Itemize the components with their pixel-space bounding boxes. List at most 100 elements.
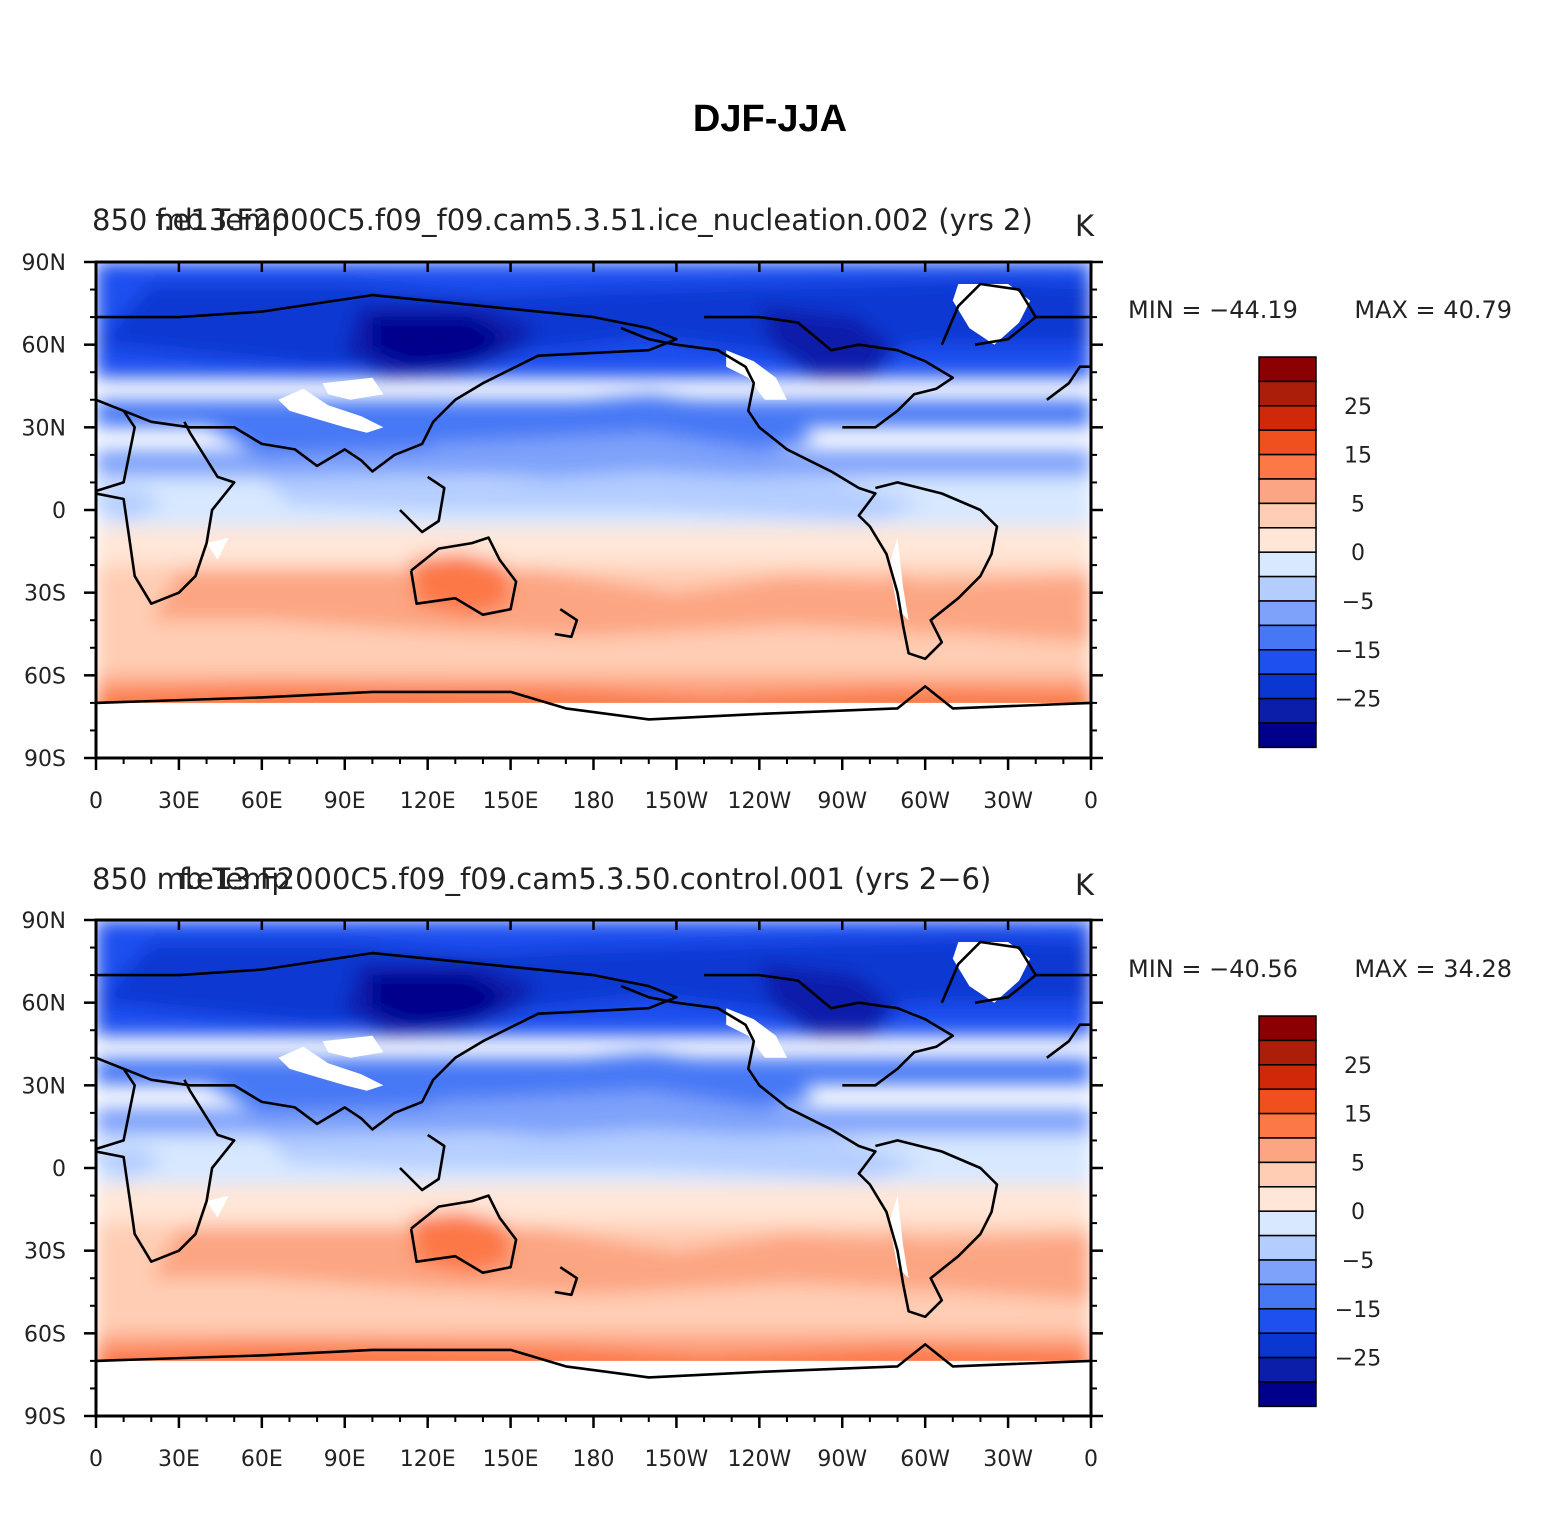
x-tick-label: 0	[89, 1447, 103, 1472]
coastline	[399, 475, 446, 534]
coastline	[554, 1266, 579, 1297]
colorbar-label: 5	[1351, 1151, 1365, 1176]
colorbar-box	[1258, 1381, 1317, 1408]
missing-data-region	[889, 537, 909, 621]
coastline	[1046, 365, 1091, 401]
y-tick-label: 60N	[22, 992, 66, 1017]
y-tick-label: 60S	[24, 1322, 66, 1347]
missing-data-region	[278, 388, 384, 433]
colorbar-label: 5	[1351, 492, 1365, 517]
colorbar-box	[1258, 722, 1317, 749]
missing-data-region	[889, 1195, 909, 1279]
y-tick-label: 90S	[24, 1405, 66, 1430]
max-label: MAX = 34.28	[1354, 955, 1512, 983]
coastline	[96, 951, 678, 1131]
missing-data-region	[952, 942, 1031, 1003]
x-tick-label: 150W	[645, 789, 709, 814]
coastline	[409, 536, 518, 616]
temp-band	[96, 1184, 1091, 1229]
colorbar-label: 0	[1351, 541, 1365, 566]
colorbar-box	[1258, 1259, 1317, 1286]
coastline	[940, 282, 1037, 346]
colorbar-box	[1258, 1283, 1317, 1310]
colorbar-label: 0	[1351, 1200, 1365, 1225]
colorbar-box	[1258, 1112, 1317, 1139]
colorbar-label: −5	[1342, 590, 1374, 615]
temp-region	[892, 570, 948, 637]
temp-region	[427, 432, 843, 483]
coastline	[704, 973, 955, 1087]
x-tick-label: 60E	[241, 1447, 283, 1472]
colorbar: 25 15 5 0 −5 −15 −25	[1258, 1015, 1381, 1408]
temp-region	[759, 964, 898, 1036]
colorbar-box	[1258, 1088, 1317, 1115]
colorbar-box	[1258, 478, 1317, 505]
x-tick-label: 120E	[400, 1447, 456, 1472]
x-tick-label: 30W	[983, 789, 1033, 814]
map-field	[96, 262, 1091, 758]
colorbar-label: −25	[1335, 1347, 1381, 1372]
colorbar-box	[1258, 502, 1317, 529]
coastline	[620, 326, 999, 661]
coastline	[940, 940, 1037, 1004]
colorbar-box	[1258, 453, 1317, 480]
colorbar-label: 25	[1344, 1054, 1372, 1079]
figure-title: DJF-JJA	[693, 98, 847, 140]
x-tick-label: 120E	[400, 789, 456, 814]
y-tick-label: 30N	[22, 416, 66, 441]
coastline	[96, 421, 236, 605]
colorbar-box	[1258, 624, 1317, 651]
temp-region	[411, 554, 511, 615]
x-tick-label: 60W	[900, 789, 950, 814]
x-tick-label: 30W	[983, 1447, 1033, 1472]
panel-bottom: 850 mb Temp f.e13.F2000C5.f09_f09.cam5.3…	[22, 862, 1512, 1472]
missing-data-region	[206, 537, 229, 560]
missing-data-region	[322, 1035, 384, 1058]
x-tick-label: 180	[573, 789, 615, 814]
y-tick-label: 90S	[24, 747, 66, 772]
colorbar-box	[1258, 1015, 1317, 1042]
coastline	[96, 410, 136, 493]
colorbar: 25 15 5 0 −5 −15 −25	[1258, 356, 1381, 749]
temp-region	[261, 1129, 926, 1179]
colorbar-box	[1258, 356, 1317, 383]
panel-units-label: K	[1075, 868, 1095, 902]
panel-title-center: f.e13.F2000C5.f09_f09.cam5.3.51.ice_nucl…	[155, 203, 1033, 237]
colorbar-box	[1258, 649, 1317, 675]
panel-title-left: 850 mb Temp	[92, 203, 290, 237]
colorbar-label: −25	[1335, 688, 1381, 713]
temp-region	[372, 317, 506, 367]
coastline	[96, 1343, 1091, 1379]
colorbar-box	[1258, 1064, 1317, 1090]
colorbar-label: 15	[1344, 444, 1372, 469]
colorbar-box	[1258, 1186, 1317, 1212]
missing-data-region	[278, 1046, 384, 1091]
colorbar-label: −15	[1335, 639, 1381, 664]
x-tick-label: 30E	[158, 789, 200, 814]
temp-region	[427, 1090, 843, 1141]
colorbar-box	[1258, 527, 1317, 553]
colorbar-box	[1258, 1210, 1317, 1237]
coastline	[704, 315, 955, 429]
colorbar-box	[1258, 1308, 1317, 1334]
coastline	[620, 984, 999, 1319]
temp-region	[151, 570, 1091, 643]
colorbar-box	[1258, 380, 1317, 407]
temp-region	[261, 471, 926, 521]
y-tick-label: 0	[52, 499, 66, 524]
y-tick-label: 30N	[22, 1074, 66, 1099]
missing-data-region	[96, 702, 1091, 758]
colorbar-box	[1258, 697, 1317, 724]
x-tick-label: 180	[573, 1447, 615, 1472]
colorbar-label: 15	[1344, 1103, 1372, 1128]
missing-data-region	[206, 1195, 229, 1218]
x-tick-label: 90E	[324, 1447, 366, 1472]
colorbar-box	[1258, 600, 1317, 627]
coastline	[409, 1194, 518, 1274]
x-tick-label: 0	[1084, 1447, 1098, 1472]
coastline	[96, 293, 678, 473]
colorbar-box	[1258, 429, 1317, 456]
x-tick-label: 60E	[241, 789, 283, 814]
missing-data-region	[726, 350, 787, 400]
